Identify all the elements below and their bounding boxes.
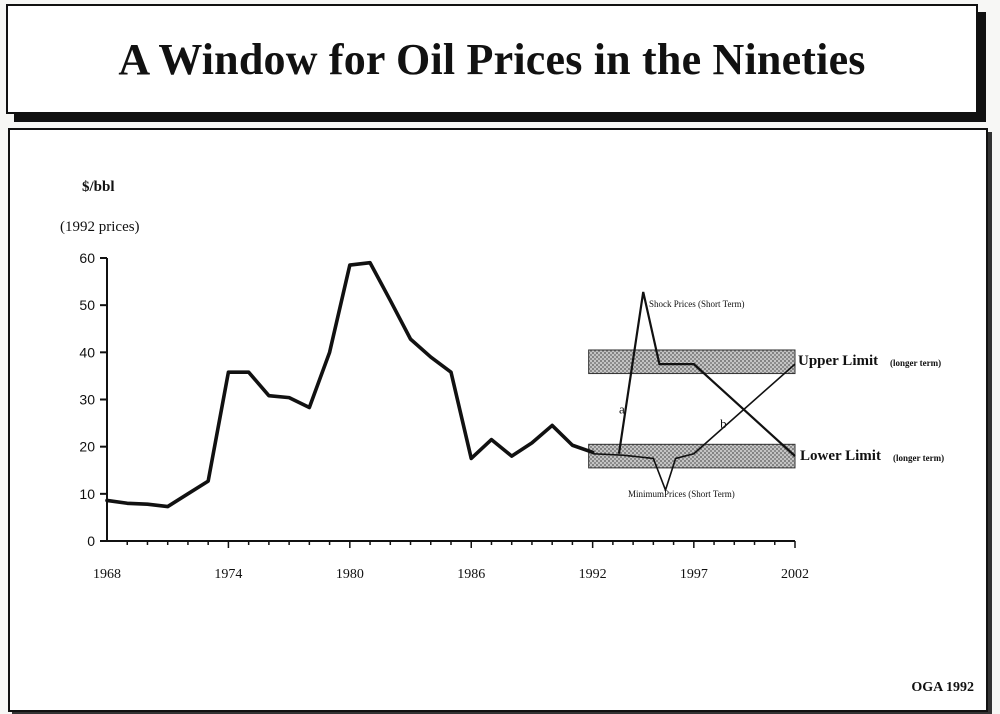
shock-prices-line: [617, 291, 796, 457]
chart-panel: [8, 128, 988, 712]
upper-limit-qualifier: (longer term): [890, 358, 941, 368]
upper-limit-band: [588, 349, 796, 375]
y-tick-label: 0: [87, 533, 95, 549]
shock-prices-label: Shock Prices (Short Term): [649, 299, 744, 309]
y-tick-label: 10: [79, 486, 95, 502]
x-tick-label: 1992: [579, 567, 607, 582]
y-unit-label: $/bbl: [82, 179, 115, 195]
y-tick-label: 30: [79, 392, 95, 408]
x-tick-label: 1986: [457, 567, 485, 582]
x-tick-label: 1997: [680, 567, 708, 582]
source-credit: OGA 1992: [911, 680, 974, 695]
y-ticks: 0 10 20 30 40 50 60: [79, 250, 107, 549]
x-tick-label: 1968: [93, 567, 121, 582]
historical-price-line: [105, 260, 595, 509]
minimum-prices-line: [592, 363, 796, 493]
x-tick-label: 1974: [214, 567, 242, 582]
y-tick-label: 50: [79, 297, 95, 313]
title-banner: A Window for Oil Prices in the Nineties: [6, 4, 978, 114]
path-label-a: a: [619, 402, 625, 417]
minimum-prices-label: MinimumPrices (Short Term): [628, 489, 735, 499]
historical-price-series: [105, 260, 595, 509]
y-tick-label: 60: [79, 250, 95, 266]
path-label-b: b: [720, 416, 727, 431]
x-tick-label: 1980: [336, 567, 364, 582]
y-tick-label: 40: [79, 344, 95, 360]
x-tick-label: 2002: [781, 567, 809, 582]
scenario-lines: [592, 291, 796, 493]
upper-limit-label: Upper Limit: [798, 353, 878, 369]
y-unit-note: (1992 prices): [60, 219, 140, 235]
x-ticks: 1968 1974 1980 1986 1992 1997 2002: [93, 541, 809, 582]
y-tick-label: 20: [79, 439, 95, 455]
lower-limit-label: Lower Limit: [800, 448, 881, 464]
limit-bands: [588, 349, 796, 469]
lower-limit-qualifier: (longer term): [893, 453, 944, 463]
page-title: A Window for Oil Prices in the Nineties: [118, 35, 866, 84]
